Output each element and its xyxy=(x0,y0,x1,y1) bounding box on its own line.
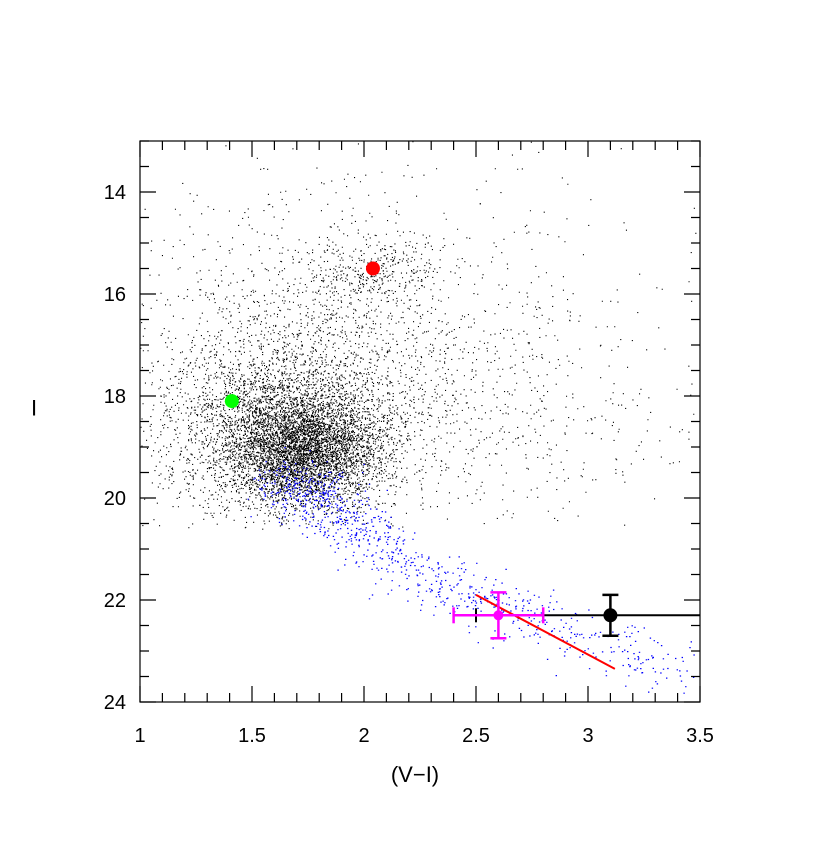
x-tick-label: 1.5 xyxy=(238,725,266,747)
red-marker xyxy=(365,261,380,276)
y-tick-label: 18 xyxy=(104,386,126,408)
field-stars xyxy=(140,141,697,530)
x-tick-label: 2.5 xyxy=(462,725,490,747)
x-tick-label: 3 xyxy=(582,725,593,747)
star-points xyxy=(140,141,697,530)
x-tick-label: 1 xyxy=(134,725,145,747)
tick-marks xyxy=(139,140,701,703)
green-marker xyxy=(224,394,239,409)
red-fit-line xyxy=(475,594,616,670)
y-tick-label: 20 xyxy=(104,488,126,510)
x-tick-label: 3.5 xyxy=(686,725,714,747)
y-tick-label: 22 xyxy=(104,590,126,612)
x-tick-label: 2 xyxy=(358,725,369,747)
x-axis-title: (V−I) xyxy=(391,762,439,787)
axis-ticks xyxy=(139,140,701,703)
y-tick-label: 16 xyxy=(104,284,126,306)
x-tick-labels: 1 1.5 2 2.5 3 3.5 xyxy=(134,725,713,747)
y-axis-title: I xyxy=(31,396,37,421)
y-tick-labels: 14 16 18 20 22 24 xyxy=(104,182,126,714)
black-point xyxy=(603,608,618,623)
blue-stars xyxy=(247,447,695,694)
overlay-markers xyxy=(224,261,700,670)
magenta-point xyxy=(493,610,504,621)
y-tick-label: 14 xyxy=(104,182,126,204)
y-tick-label: 24 xyxy=(104,692,126,714)
blue-star-points xyxy=(247,447,695,694)
